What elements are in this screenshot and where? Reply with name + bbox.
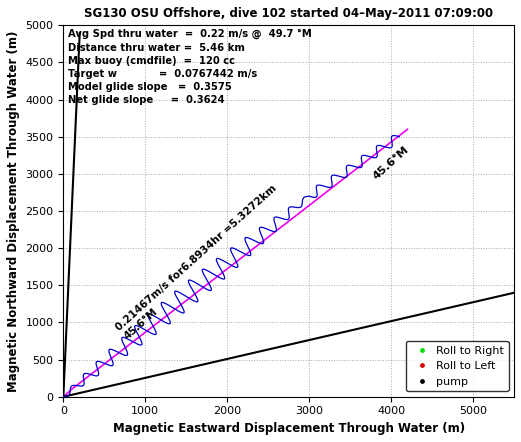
Text: 0.21467m/s for6.8934hr =5.3272km
45.6°M: 0.21467m/s for6.8934hr =5.3272km 45.6°M — [115, 183, 287, 341]
Text: 45.6°M: 45.6°M — [370, 144, 410, 181]
Text: Avg Spd thru water  =  0.22 m/s @  49.7 °M
Distance thru water =  5.46 km
Max bu: Avg Spd thru water = 0.22 m/s @ 49.7 °M … — [68, 29, 312, 105]
Y-axis label: Magnetic Northward Displacement Through Water (m): Magnetic Northward Displacement Through … — [7, 30, 20, 392]
Title: SG130 OSU Offshore, dive 102 started 04–May–2011 07:09:00: SG130 OSU Offshore, dive 102 started 04–… — [84, 7, 493, 20]
Legend: Roll to Right, Roll to Left, pump: Roll to Right, Roll to Left, pump — [406, 341, 508, 391]
X-axis label: Magnetic Eastward Displacement Through Water (m): Magnetic Eastward Displacement Through W… — [113, 422, 465, 435]
